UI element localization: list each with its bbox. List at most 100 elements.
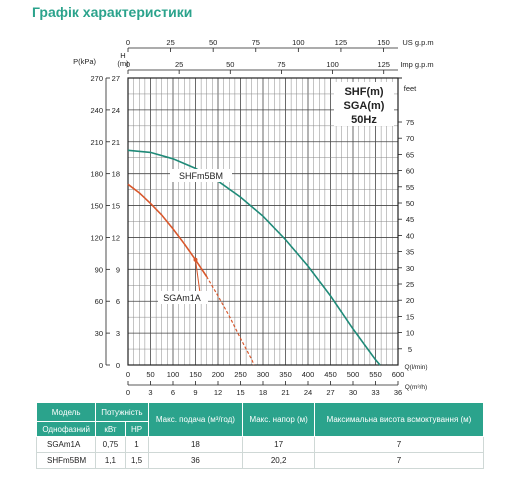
performance-chart: 0369121518212427030609012015018021024027…	[73, 38, 434, 397]
table-row: SGAm1A 0,75 1 18 17 7	[35, 436, 485, 453]
tick-label-p: 60	[95, 297, 103, 306]
tick-label-m3h: 24	[304, 388, 312, 397]
tick-label-q: 350	[279, 370, 292, 379]
legend-bg	[334, 82, 394, 126]
table-cell: 1,5	[124, 452, 149, 469]
axis-label-imp: Imp g.p.m	[400, 60, 433, 69]
tick-label-h: 15	[112, 202, 120, 211]
legend-line: 50Hz	[351, 114, 377, 126]
tick-label-q: 250	[234, 370, 247, 379]
tick-label-imp: 75	[277, 60, 285, 69]
table-cell: 7	[313, 452, 485, 469]
tick-label-us: 125	[335, 38, 348, 47]
axis-label-feet: feet	[404, 84, 417, 93]
tick-label-p: 0	[99, 361, 103, 370]
axis-label-h-unit: (m)	[117, 59, 129, 68]
tick-label-p: 210	[90, 138, 103, 147]
tick-label-feet: 30	[406, 264, 414, 273]
tick-label-us: 25	[166, 38, 174, 47]
label-bg-SHFm5BM	[170, 169, 232, 182]
tick-label-q: 600	[392, 370, 405, 379]
curve-SHFm5BM	[127, 149, 381, 366]
tick-label-m3h: 33	[371, 388, 379, 397]
subcol-kw: кВт	[95, 421, 126, 437]
chart-legend-box: SHF(m) SGA(m) 50Hz	[334, 82, 394, 126]
table-cell: 17	[242, 436, 315, 453]
tick-label-feet: 50	[406, 199, 414, 208]
table-cell: 0,75	[95, 436, 126, 453]
col-model: Модель	[35, 402, 97, 422]
tick-label-feet: 75	[406, 118, 414, 127]
tick-label-q: 200	[212, 370, 225, 379]
table-cell: 20,2	[242, 452, 315, 469]
label-bg-SGAm1A	[158, 291, 208, 304]
tick-label-q: 300	[257, 370, 270, 379]
col-suction: Максимальна висота всмоктування (м)	[313, 402, 485, 437]
tick-label-feet: 45	[406, 215, 414, 224]
tick-label-m3h: 30	[349, 388, 357, 397]
tick-label-p: 30	[95, 329, 103, 338]
table-cell: SHFm5BM	[35, 452, 97, 469]
tick-label-feet: 5	[408, 345, 412, 354]
table-cell: 18	[147, 436, 244, 453]
tick-label-m3h: 15	[236, 388, 244, 397]
tick-label-h: 21	[112, 138, 120, 147]
tick-label-m3h: 21	[281, 388, 289, 397]
tick-label-us: 50	[209, 38, 217, 47]
axis-label-h-letter: H	[120, 51, 125, 60]
tick-label-feet: 55	[406, 183, 414, 192]
tick-label-p: 90	[95, 265, 103, 274]
tick-label-q: 0	[126, 370, 130, 379]
tick-label-p: 240	[90, 106, 103, 115]
table-row: SHFm5BM 1,1 1,5 36 20,2 7	[35, 452, 485, 469]
tick-label-q: 100	[167, 370, 180, 379]
curve-label-SHFm5BM: SHFm5BM	[179, 171, 223, 181]
tick-label-m3h: 36	[394, 388, 402, 397]
tick-label-p: 270	[90, 74, 103, 83]
tick-label-feet: 65	[406, 150, 414, 159]
tick-label-m3h: 12	[214, 388, 222, 397]
col-power: Потужність	[95, 402, 149, 422]
tick-label-imp: 25	[175, 60, 183, 69]
legend-line: SGA(m)	[344, 100, 385, 112]
col-flow: Макс. подача (м³/год)	[147, 402, 244, 437]
plot-border	[127, 77, 399, 366]
curve-label-SGAm1A: SGAm1A	[163, 293, 201, 303]
tick-label-q: 450	[324, 370, 337, 379]
tick-label-h: 6	[116, 297, 120, 306]
tick-label-h: 3	[116, 329, 120, 338]
tick-label-feet: 25	[406, 280, 414, 289]
tick-label-us: 0	[126, 38, 130, 47]
tick-label-m3h: 18	[259, 388, 267, 397]
tick-label-m3h: 6	[171, 388, 175, 397]
tick-label-h: 27	[112, 74, 120, 83]
table-cell: 1	[124, 436, 149, 453]
tick-label-us: 75	[252, 38, 260, 47]
chart-curves: SHFm5BM SGAm1A	[127, 149, 381, 366]
tick-label-q: 550	[369, 370, 382, 379]
curve-SGAm1A	[127, 183, 208, 278]
axis-label-q: Q(l/min)	[404, 364, 427, 371]
tick-label-m3h: 0	[126, 388, 130, 397]
tick-label-imp: 125	[377, 60, 390, 69]
subcol-phase: Однофазний	[35, 421, 97, 437]
tick-label-q: 500	[347, 370, 360, 379]
tick-label-imp: 50	[226, 60, 234, 69]
tick-label-feet: 20	[406, 296, 414, 305]
page-title: Графік характеристики	[32, 4, 193, 20]
tick-label-h: 9	[116, 265, 120, 274]
table-cell: SGAm1A	[35, 436, 97, 453]
tick-label-feet: 35	[406, 248, 414, 257]
tick-label-p: 150	[90, 202, 103, 211]
tick-label-q: 150	[189, 370, 202, 379]
tick-label-feet: 40	[406, 231, 414, 240]
pointer-SGAm1A	[195, 259, 201, 294]
tick-label-m3h: 27	[326, 388, 334, 397]
col-head: Макс. напор (м)	[242, 402, 315, 437]
axis-label-us: US g.p.m	[402, 38, 433, 47]
curve-SGAm1A-dashed	[195, 259, 255, 366]
legend-line: SHF(m)	[344, 86, 383, 98]
chart-axes: 0369121518212427030609012015018021024027…	[73, 38, 434, 397]
tick-label-h: 0	[116, 361, 120, 370]
tick-label-us: 150	[377, 38, 390, 47]
